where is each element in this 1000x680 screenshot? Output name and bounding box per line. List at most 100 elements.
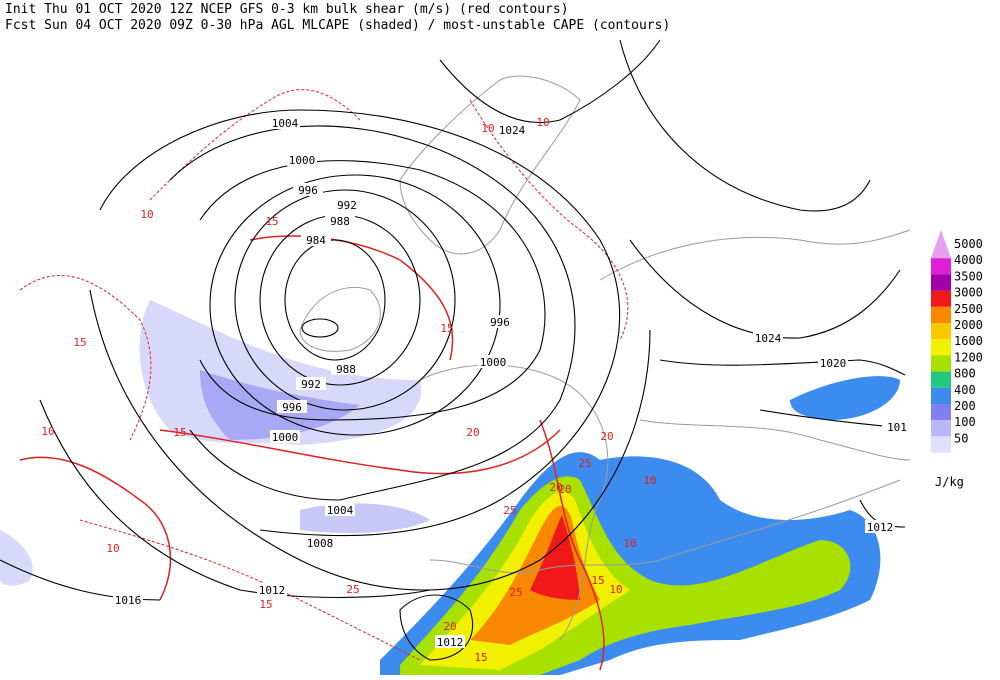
isobar-label: 1000: [480, 356, 507, 369]
isobars: [0, 39, 906, 661]
label-bg: [865, 520, 895, 533]
label-bg: [753, 331, 783, 344]
label-bg: [882, 420, 912, 433]
label-bg: [485, 315, 515, 328]
shear-label: 15: [440, 322, 453, 335]
coastline: [299, 286, 381, 352]
shear-label: 25: [509, 586, 522, 599]
shear-contour: [19, 456, 172, 601]
label-bg: [270, 430, 300, 443]
shear-label: 10: [41, 425, 54, 438]
shear-label: 20: [558, 483, 571, 496]
legend-label: 4000: [954, 253, 983, 267]
legend-unit: J/kg: [935, 475, 964, 489]
legend-swatch: [931, 258, 951, 275]
label-bg: [331, 362, 361, 375]
shear-label: 15: [259, 598, 272, 611]
isobar-label: 1012: [867, 521, 894, 534]
shear-contour: [469, 99, 629, 341]
isobar: [89, 289, 651, 591]
shear-label: 15: [265, 215, 278, 228]
label-bg: [325, 503, 355, 516]
isobar-label: 1020: [820, 357, 847, 370]
shear-contour: [539, 419, 605, 671]
shear-label: 10: [140, 208, 153, 221]
isobar: [439, 39, 661, 124]
label-bg: [296, 377, 326, 390]
isobar-label: 996: [490, 316, 510, 329]
shear-contour: [19, 275, 152, 441]
legend-swatch: [931, 323, 951, 340]
legend-swatch: [931, 339, 951, 356]
legend-label: 5000: [954, 237, 983, 251]
label-bg: [287, 153, 317, 166]
isobar: [209, 174, 501, 436]
coastline: [399, 75, 581, 255]
labels: 1004 1000 996 992 988 984 988 992 996 1000 1004 100…: [41, 116, 912, 664]
legend-swatch: [931, 355, 951, 372]
isobar-label: 984: [306, 234, 326, 247]
label-bg: [277, 400, 307, 413]
legend-swatch: [931, 290, 951, 307]
legend-label: 3500: [954, 269, 983, 283]
legend-swatch: [931, 306, 951, 323]
legend-swatch: [931, 420, 951, 437]
shear-label: 10: [481, 122, 494, 135]
isobar-label: 996: [282, 401, 302, 414]
coastlines: [299, 75, 911, 641]
isobar: [99, 109, 621, 537]
header-line: Init Thu 01 OCT 2020 12Z NCEP GFS 0-3 km…: [5, 2, 569, 17]
isobar-label: 988: [336, 363, 356, 376]
isobar: [169, 125, 576, 501]
isobar-label: 1012: [259, 584, 286, 597]
isobar: [399, 594, 474, 661]
shear-contour: [149, 89, 361, 201]
label-bg: [301, 233, 331, 246]
isobar-label: 1016: [115, 594, 142, 607]
shear-contour: [159, 429, 561, 475]
legend-label: 800: [954, 367, 976, 381]
legend-label: 3000: [954, 286, 983, 300]
isobar-label: 1012: [437, 636, 464, 649]
label-bg: [270, 116, 300, 129]
label-bg: [305, 536, 335, 549]
isobar: [301, 318, 339, 338]
isobar-label: 988: [330, 215, 350, 228]
isobar: [284, 239, 386, 361]
isobar: [234, 189, 456, 411]
shear-label: 15: [73, 336, 86, 349]
isobar-label: 992: [337, 199, 357, 212]
legend-label: 400: [954, 383, 976, 397]
label-bg: [293, 183, 323, 196]
legend-label: 100: [954, 415, 976, 429]
shear-label: 10: [536, 116, 549, 129]
shear-contours: [19, 89, 629, 671]
isobar-label: 1008: [307, 537, 334, 550]
shear-label: 15: [474, 651, 487, 664]
isobar-label: 1004: [272, 117, 299, 130]
legend-label: 2500: [954, 302, 983, 316]
shear-label: 10: [106, 542, 119, 555]
isobar-label: 101: [887, 421, 907, 434]
legend-label: 200: [954, 399, 976, 413]
isobar-label: 1000: [289, 154, 316, 167]
shear-label: 20: [443, 620, 456, 633]
label-bg: [325, 214, 355, 227]
legend-swatch: [931, 274, 951, 291]
isobar: [619, 39, 871, 212]
shear-label: 25: [503, 504, 516, 517]
isobar-label: 1000: [272, 431, 299, 444]
isobar: [629, 239, 901, 339]
legend-label: 2000: [954, 318, 983, 332]
coastline: [429, 479, 901, 574]
shear-label: 10: [643, 474, 656, 487]
shear-label: 20: [600, 430, 613, 443]
legend-swatch: [931, 436, 951, 453]
legend-swatch: [931, 404, 951, 421]
isobar-label: 1024: [755, 332, 782, 345]
shear-contour: [249, 235, 454, 361]
label-bg: [478, 355, 508, 368]
legend-label: 1600: [954, 334, 983, 348]
